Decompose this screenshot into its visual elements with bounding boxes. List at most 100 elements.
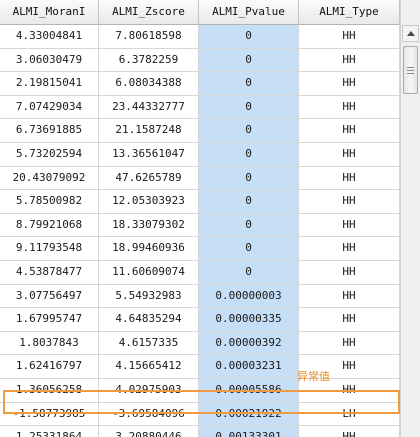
- table-row[interactable]: 1.67995747 4.64835294 0.00000335 HH: [0, 308, 400, 332]
- cell-moran-i[interactable]: 5.78500982: [0, 190, 99, 213]
- table-row[interactable]: 1.62416797 4.15665412 0.00003231 HH: [0, 355, 400, 379]
- cell-moran-i[interactable]: 3.06030479: [0, 48, 99, 72]
- cell-moran-i[interactable]: 7.07429034: [0, 95, 99, 119]
- cell-zscore[interactable]: 5.54932983: [99, 284, 199, 308]
- column-header-zscore[interactable]: ALMI_Zscore: [99, 0, 199, 25]
- column-header-moran-i[interactable]: ALMI_MoranI: [0, 0, 99, 25]
- table-row[interactable]: 20.43079092 47.6265789 0 HH: [0, 166, 400, 191]
- cell-pvalue[interactable]: 0: [199, 166, 299, 190]
- cell-pvalue[interactable]: 0: [199, 25, 299, 48]
- cell-zscore[interactable]: 18.33079302: [99, 213, 199, 237]
- cell-type[interactable]: HH: [299, 426, 400, 437]
- cell-type[interactable]: HH: [299, 331, 400, 355]
- cell-pvalue[interactable]: 0: [199, 48, 299, 72]
- cell-moran-i[interactable]: 4.33004841: [0, 25, 99, 48]
- cell-zscore[interactable]: 6.3782259: [99, 48, 199, 72]
- cell-zscore[interactable]: -3.69584096: [99, 402, 199, 426]
- cell-zscore[interactable]: 47.6265789: [99, 166, 199, 190]
- cell-pvalue[interactable]: 0.00000392: [199, 331, 299, 355]
- cell-zscore[interactable]: 23.44332777: [99, 95, 199, 119]
- cell-pvalue[interactable]: 0: [199, 119, 299, 142]
- cell-moran-i[interactable]: 8.79921068: [0, 213, 99, 237]
- table-row[interactable]: 4.33004841 7.80618598 0 HH: [0, 25, 400, 49]
- table-row[interactable]: 3.06030479 6.3782259 0 HH: [0, 48, 400, 73]
- cell-pvalue[interactable]: 0: [199, 72, 299, 95]
- table-row[interactable]: 6.73691885 21.1587248 0 HH: [0, 119, 400, 143]
- table-row[interactable]: 2.19815041 6.08034388 0 HH: [0, 72, 400, 96]
- cell-zscore[interactable]: 3.20880446: [99, 426, 199, 437]
- cell-moran-i[interactable]: 6.73691885: [0, 119, 99, 142]
- outlier-annotation-label: 异常值: [297, 370, 330, 383]
- cell-pvalue[interactable]: 0.00021922: [199, 402, 299, 426]
- scroll-up-icon: [406, 31, 415, 36]
- cell-moran-i[interactable]: 9.11793548: [0, 237, 99, 260]
- scroll-thumb[interactable]: [403, 46, 418, 94]
- cell-zscore[interactable]: 7.80618598: [99, 25, 199, 48]
- cell-type[interactable]: HH: [299, 213, 400, 237]
- table-row[interactable]: 1.25331864 3.20880446 0.00133301 HH: [0, 426, 400, 437]
- table-row[interactable]: 8.79921068 18.33079302 0 HH: [0, 213, 400, 238]
- cell-pvalue[interactable]: 0.00133301: [199, 426, 299, 437]
- cell-type[interactable]: HH: [299, 260, 400, 284]
- column-header-type[interactable]: ALMI_Type: [299, 0, 400, 25]
- cell-type[interactable]: HH: [299, 355, 400, 378]
- cell-zscore[interactable]: 18.99460936: [99, 237, 199, 260]
- table-row[interactable]: 3.07756497 5.54932983 0.00000003 HH: [0, 284, 400, 309]
- cell-pvalue[interactable]: 0: [199, 190, 299, 213]
- cell-moran-i[interactable]: 20.43079092: [0, 166, 99, 190]
- cell-pvalue[interactable]: 0: [199, 95, 299, 119]
- cell-type[interactable]: LH: [299, 402, 400, 426]
- table-row[interactable]: 9.11793548 18.99460936 0 HH: [0, 237, 400, 261]
- cell-zscore[interactable]: 21.1587248: [99, 119, 199, 142]
- cell-type[interactable]: HH: [299, 142, 400, 166]
- cell-type[interactable]: HH: [299, 237, 400, 260]
- cell-moran-i[interactable]: 2.19815041: [0, 72, 99, 95]
- table-row[interactable]: 4.53878477 11.60609074 0 HH: [0, 260, 400, 285]
- cell-pvalue[interactable]: 0: [199, 142, 299, 166]
- cell-moran-i[interactable]: 1.36056258: [0, 378, 99, 402]
- cell-type[interactable]: HH: [299, 166, 400, 190]
- vertical-scrollbar[interactable]: [400, 0, 420, 437]
- column-header-pvalue[interactable]: ALMI_Pvalue: [199, 0, 299, 25]
- cell-type[interactable]: HH: [299, 308, 400, 331]
- table-row[interactable]: 5.78500982 12.05303923 0 HH: [0, 190, 400, 214]
- cell-pvalue[interactable]: 0: [199, 213, 299, 237]
- cell-moran-i[interactable]: 3.07756497: [0, 284, 99, 308]
- cell-pvalue[interactable]: 0.00005586: [199, 378, 299, 402]
- cell-type[interactable]: HH: [299, 119, 400, 142]
- cell-type[interactable]: HH: [299, 25, 400, 48]
- table-row[interactable]: 1.8037843 4.6157335 0.00000392 HH: [0, 331, 400, 356]
- cell-type[interactable]: HH: [299, 284, 400, 308]
- cell-moran-i[interactable]: 5.73202594: [0, 142, 99, 166]
- table-row[interactable]: 5.73202594 13.36561047 0 HH: [0, 142, 400, 167]
- cell-pvalue[interactable]: 0: [199, 237, 299, 260]
- cell-zscore[interactable]: 4.02975903: [99, 378, 199, 402]
- attribute-table: ALMI_MoranI ALMI_Zscore ALMI_Pvalue ALMI…: [0, 0, 400, 437]
- scroll-thumb-grip-icon: [407, 66, 414, 74]
- cell-zscore[interactable]: 4.6157335: [99, 331, 199, 355]
- cell-type[interactable]: HH: [299, 48, 400, 72]
- cell-type[interactable]: HH: [299, 190, 400, 213]
- cell-type[interactable]: HH: [299, 95, 400, 119]
- cell-moran-i[interactable]: 4.53878477: [0, 260, 99, 284]
- scroll-up-button[interactable]: [402, 25, 419, 42]
- cell-pvalue[interactable]: 0.00000003: [199, 284, 299, 308]
- cell-zscore[interactable]: 4.64835294: [99, 308, 199, 331]
- table-row[interactable]: 1.36056258 4.02975903 0.00005586 HH: [0, 378, 400, 403]
- cell-moran-i[interactable]: 1.62416797: [0, 355, 99, 378]
- cell-zscore[interactable]: 13.36561047: [99, 142, 199, 166]
- cell-moran-i[interactable]: 1.8037843: [0, 331, 99, 355]
- cell-moran-i[interactable]: 1.25331864: [0, 426, 99, 437]
- cell-pvalue[interactable]: 0.00000335: [199, 308, 299, 331]
- cell-zscore[interactable]: 4.15665412: [99, 355, 199, 378]
- cell-zscore[interactable]: 12.05303923: [99, 190, 199, 213]
- cell-zscore[interactable]: 6.08034388: [99, 72, 199, 95]
- cell-pvalue[interactable]: 0.00003231: [199, 355, 299, 378]
- cell-moran-i[interactable]: 1.67995747: [0, 308, 99, 331]
- cell-pvalue[interactable]: 0: [199, 260, 299, 284]
- table-row[interactable]: 7.07429034 23.44332777 0 HH: [0, 95, 400, 120]
- cell-zscore[interactable]: 11.60609074: [99, 260, 199, 284]
- cell-moran-i[interactable]: -1.58773985: [0, 402, 99, 426]
- cell-type[interactable]: HH: [299, 72, 400, 95]
- table-row[interactable]: -1.58773985 -3.69584096 0.00021922 LH: [0, 402, 400, 427]
